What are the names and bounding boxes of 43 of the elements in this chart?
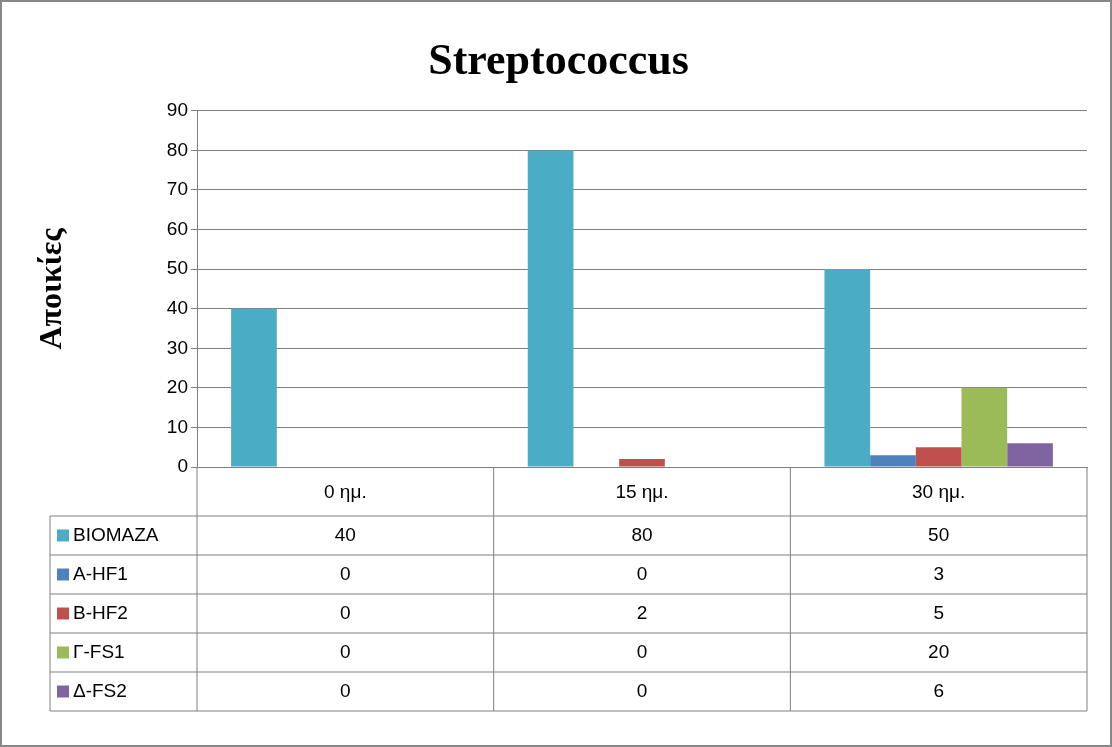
data-label: 0 xyxy=(636,640,648,662)
legend-label: Γ-FS1 xyxy=(73,640,125,662)
y-tick-label: 50 xyxy=(166,257,188,279)
y-tick-label: 80 xyxy=(166,138,188,160)
data-label: 40 xyxy=(334,523,356,545)
bar xyxy=(231,308,277,467)
y-tick-label: 30 xyxy=(166,336,188,358)
legend-label: A-HF1 xyxy=(73,562,128,584)
x-tick-label: 0 ημ. xyxy=(324,480,367,502)
data-label: 0 xyxy=(340,562,351,584)
y-tick-label: 10 xyxy=(166,415,188,437)
legend-label: BIOMAZA xyxy=(73,523,159,545)
x-tick-label: 30 ημ. xyxy=(912,480,966,502)
data-label: 6 xyxy=(933,679,944,701)
data-label: 50 xyxy=(928,523,950,545)
y-tick-label: 20 xyxy=(166,376,188,398)
legend-label: B-HF2 xyxy=(73,601,128,623)
data-label: 3 xyxy=(933,562,944,584)
bar xyxy=(915,447,962,467)
legend-label: Δ-FS2 xyxy=(73,679,127,701)
data-label: 0 xyxy=(636,562,648,584)
data-label: 2 xyxy=(636,601,648,623)
bar xyxy=(1007,443,1053,467)
bar xyxy=(824,269,871,467)
data-label: 20 xyxy=(928,640,950,662)
chart-title: Streptococcus xyxy=(428,34,689,84)
bar xyxy=(527,150,574,467)
y-tick-label: 0 xyxy=(177,455,188,477)
x-tick-label: 15 ημ. xyxy=(615,480,669,502)
bar xyxy=(870,455,916,467)
y-axis-title: Αποικίες xyxy=(32,227,69,350)
y-tick-label: 60 xyxy=(166,217,188,239)
data-label: 0 xyxy=(340,640,351,662)
y-tick-label: 40 xyxy=(166,296,188,318)
bar xyxy=(961,387,1008,467)
data-label: 0 xyxy=(340,601,351,623)
y-tick-label: 90 xyxy=(166,99,188,121)
data-label: 5 xyxy=(933,601,944,623)
data-label: 80 xyxy=(631,523,653,545)
bar xyxy=(619,459,665,467)
data-label: 0 xyxy=(340,679,351,701)
y-tick-label: 70 xyxy=(166,178,188,200)
data-label: 0 xyxy=(636,679,648,701)
